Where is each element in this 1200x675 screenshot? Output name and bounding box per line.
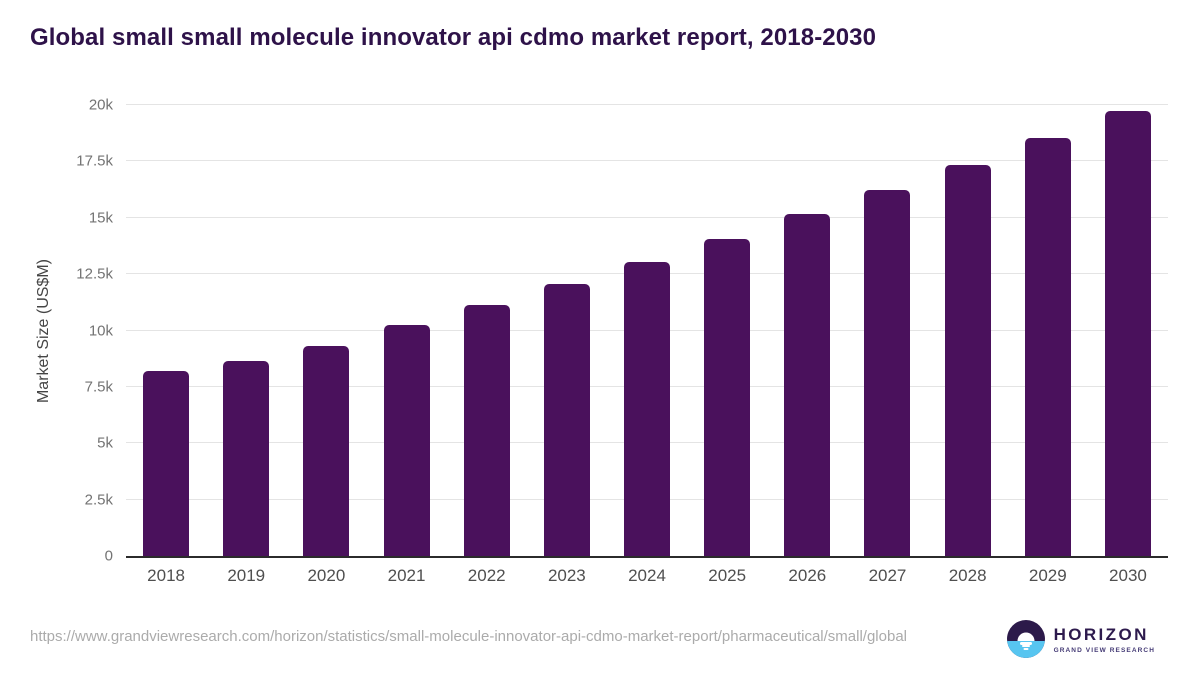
logo-text: HORIZON GRAND VIEW RESEARCH [1054, 625, 1155, 654]
gridline [126, 160, 1168, 162]
bar-2021[interactable] [383, 324, 430, 556]
y-axis-tick-label: 5k [97, 434, 113, 452]
bar-2025[interactable] [704, 238, 751, 556]
bar-2030[interactable] [1104, 110, 1151, 556]
plot-area: 0 2.5k 5k 7.5k 10k 12.5k 15k 17.5k 20k [76, 97, 1168, 565]
bar-slot [687, 105, 767, 556]
bar-slot [1008, 105, 1088, 556]
y-axis-tick-label: 7.5k [84, 378, 113, 396]
bar-slot [607, 105, 687, 556]
bar-slot [928, 105, 1008, 556]
x-axis-label-2023: 2023 [547, 566, 586, 585]
x-axis-label-2029: 2029 [1028, 566, 1067, 585]
logo-brand-name: HORIZON [1053, 624, 1149, 644]
x-axis-label-2025: 2025 [708, 566, 747, 585]
y-axis-tick-label: 17.5k [76, 152, 113, 170]
bar-slot [767, 105, 847, 556]
bar-slot [206, 105, 286, 556]
bar-slot [126, 105, 206, 556]
bar-2026[interactable] [784, 214, 831, 556]
bar-2028[interactable] [944, 164, 991, 556]
x-axis-label-2024: 2024 [628, 566, 666, 585]
logo-sub-brand: GRAND VIEW RESEARCH [1053, 646, 1155, 654]
x-axis-label-2020: 2020 [307, 566, 346, 585]
y-axis-tick-label: 2.5k [84, 491, 113, 509]
bar-2020[interactable] [303, 345, 350, 556]
y-axis-tick-label: 0 [104, 547, 113, 565]
x-axis-label-2027: 2027 [868, 566, 907, 585]
x-axis-label-2026: 2026 [788, 566, 827, 585]
x-axis-label-2030: 2030 [1109, 566, 1147, 585]
x-axis-labels: 2018 2019 2020 2021 2022 2023 2024 2025 2026 2027… [126, 566, 1168, 586]
bar-2022[interactable] [463, 305, 510, 556]
bar-slot [366, 105, 446, 556]
y-axis-tick-label: 15k [88, 209, 113, 227]
gridline [126, 216, 1168, 218]
y-axis-tick-label: 10k [88, 322, 113, 339]
x-axis-label-2021: 2021 [387, 566, 426, 585]
horizon-sunset-circle-icon [1006, 620, 1045, 658]
reflection-dash [1023, 648, 1029, 651]
bar-slot [286, 105, 366, 556]
x-axis-label-2018: 2018 [147, 566, 185, 585]
bars-layer [126, 105, 1168, 556]
x-axis-label-2022: 2022 [467, 566, 506, 585]
x-axis-label-2019: 2019 [227, 566, 266, 585]
y-axis-title: Market Size (US$M) [35, 258, 52, 404]
bar-2018[interactable] [143, 371, 190, 556]
y-axis-tick-label: 12.5k [76, 265, 113, 283]
bar-slot [847, 105, 927, 556]
brand-logo: HORIZON GRAND VIEW RESEARCH [1006, 620, 1155, 658]
bar-2024[interactable] [624, 261, 671, 556]
reflection-dash [1019, 641, 1032, 645]
bar-2027[interactable] [864, 189, 911, 556]
bar-2029[interactable] [1024, 137, 1071, 556]
bar-slot [447, 105, 527, 556]
bar-2019[interactable] [223, 360, 270, 556]
chart-title: Global small small molecule innovator ap… [30, 24, 877, 51]
x-axis-label-2028: 2028 [948, 566, 987, 585]
bar-slot [527, 105, 607, 556]
bar-2023[interactable] [543, 284, 590, 556]
gridline [126, 104, 1168, 105]
source-url: https://www.grandviewresearch.com/horizo… [30, 628, 907, 645]
reflection-dash [1021, 645, 1030, 648]
bar-slot [1088, 105, 1168, 556]
y-axis-tick-label: 20k [88, 96, 113, 114]
